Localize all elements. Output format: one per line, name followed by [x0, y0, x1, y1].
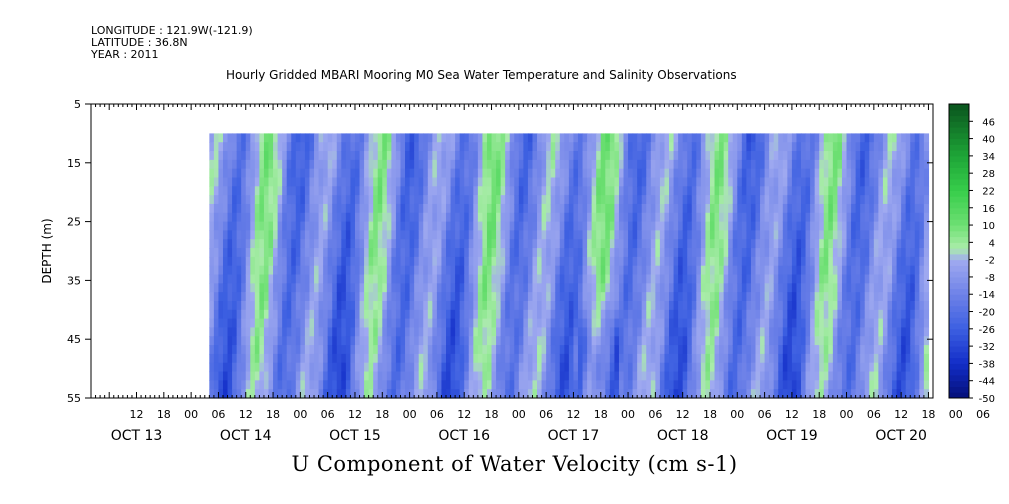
plot-frame	[90, 103, 934, 399]
hour-tick-label: 00	[621, 408, 635, 421]
colorbar-tick-label: -20	[979, 308, 995, 319]
hour-tick-label: 18	[703, 408, 717, 421]
hour-tick-label: 06	[321, 408, 335, 421]
hour-tick-label: 00	[184, 408, 198, 421]
colorbar-tick-label: -8	[985, 273, 995, 284]
colorbar-tick-label: 46	[982, 117, 995, 128]
colorbar-tick-label: 10	[982, 221, 995, 232]
hour-tick-label: 06	[976, 408, 990, 421]
date-label: OCT 20	[875, 428, 927, 444]
hour-tick-label: 00	[512, 408, 526, 421]
hour-tick-label: 18	[266, 408, 280, 421]
hour-tick-label: 18	[485, 408, 499, 421]
chart-title: Hourly Gridded MBARI Mooring M0 Sea Wate…	[226, 68, 737, 82]
year-text: YEAR : 2011	[91, 48, 159, 61]
hour-tick-label: 12	[348, 408, 362, 421]
colorbar-tick-label: -26	[979, 325, 995, 336]
depth-tick-label: 35	[67, 274, 81, 287]
hour-tick-label: 00	[403, 408, 417, 421]
hour-tick-label: 06	[758, 408, 772, 421]
depth-tick-label: 5	[74, 98, 81, 111]
depth-tick-label: 55	[67, 392, 81, 405]
date-label: OCT 16	[438, 428, 490, 444]
hour-tick-label: 06	[430, 408, 444, 421]
hour-tick-label: 06	[867, 408, 881, 421]
longitude-text: LONGITUDE : 121.9W(-121.9)	[91, 24, 253, 37]
colorbar	[949, 104, 969, 399]
colorbar-tick-label: 4	[989, 238, 995, 249]
date-label: OCT 18	[657, 428, 709, 444]
date-label: OCT 17	[548, 428, 600, 444]
hour-tick-label: 12	[566, 408, 580, 421]
hour-tick-label: 12	[130, 408, 144, 421]
hour-tick-label: 18	[157, 408, 171, 421]
hour-tick-label: 00	[730, 408, 744, 421]
colorbar-tick-label: 40	[982, 135, 995, 146]
hour-tick-label: 00	[840, 408, 854, 421]
colorbar-tick-label: -38	[979, 359, 995, 370]
date-label: OCT 15	[329, 428, 381, 444]
date-label: OCT 13	[111, 428, 163, 444]
colorbar-tick-label: -32	[979, 342, 995, 353]
hour-tick-label: 12	[894, 408, 908, 421]
hour-tick-label: 18	[812, 408, 826, 421]
colorbar-tick-label: 22	[982, 186, 995, 197]
hour-tick-label: 12	[457, 408, 471, 421]
colorbar-tick-label: 34	[982, 152, 995, 163]
colorbar-tick-label: -50	[979, 394, 995, 405]
hour-tick-label: 12	[239, 408, 253, 421]
hour-tick-label: 00	[293, 408, 307, 421]
depth-tick-label: 25	[67, 216, 81, 229]
hour-tick-label: 06	[648, 408, 662, 421]
hour-tick-label: 06	[211, 408, 225, 421]
hour-tick-label: 18	[594, 408, 608, 421]
hour-tick-label: 18	[921, 408, 935, 421]
hour-tick-label: 18	[375, 408, 389, 421]
colorbar-frame	[948, 103, 970, 399]
date-label: OCT 19	[766, 428, 818, 444]
heatmap-cells	[209, 133, 930, 399]
colorbar-tick-label: -14	[979, 290, 995, 301]
hour-ticks	[90, 104, 934, 398]
depth-tick-label: 15	[67, 157, 81, 170]
hour-tick-label: 12	[676, 408, 690, 421]
hour-tick-label: 00	[949, 408, 963, 421]
hour-tick-label: 12	[785, 408, 799, 421]
colorbar-tick-label: -2	[985, 256, 995, 267]
hour-tick-label: 06	[539, 408, 553, 421]
colorbar-tick-label: -44	[979, 377, 995, 388]
x-axis-label: U Component of Water Velocity (cm s-1)	[291, 452, 738, 476]
date-label: OCT 14	[220, 428, 272, 444]
y-axis-label: DEPTH (m)	[40, 218, 54, 283]
colorbar-tick-label: 28	[982, 169, 995, 180]
latitude-text: LATITUDE : 36.8N	[91, 36, 188, 49]
colorbar-tick-label: 16	[982, 204, 995, 215]
depth-tick-label: 45	[67, 333, 81, 346]
